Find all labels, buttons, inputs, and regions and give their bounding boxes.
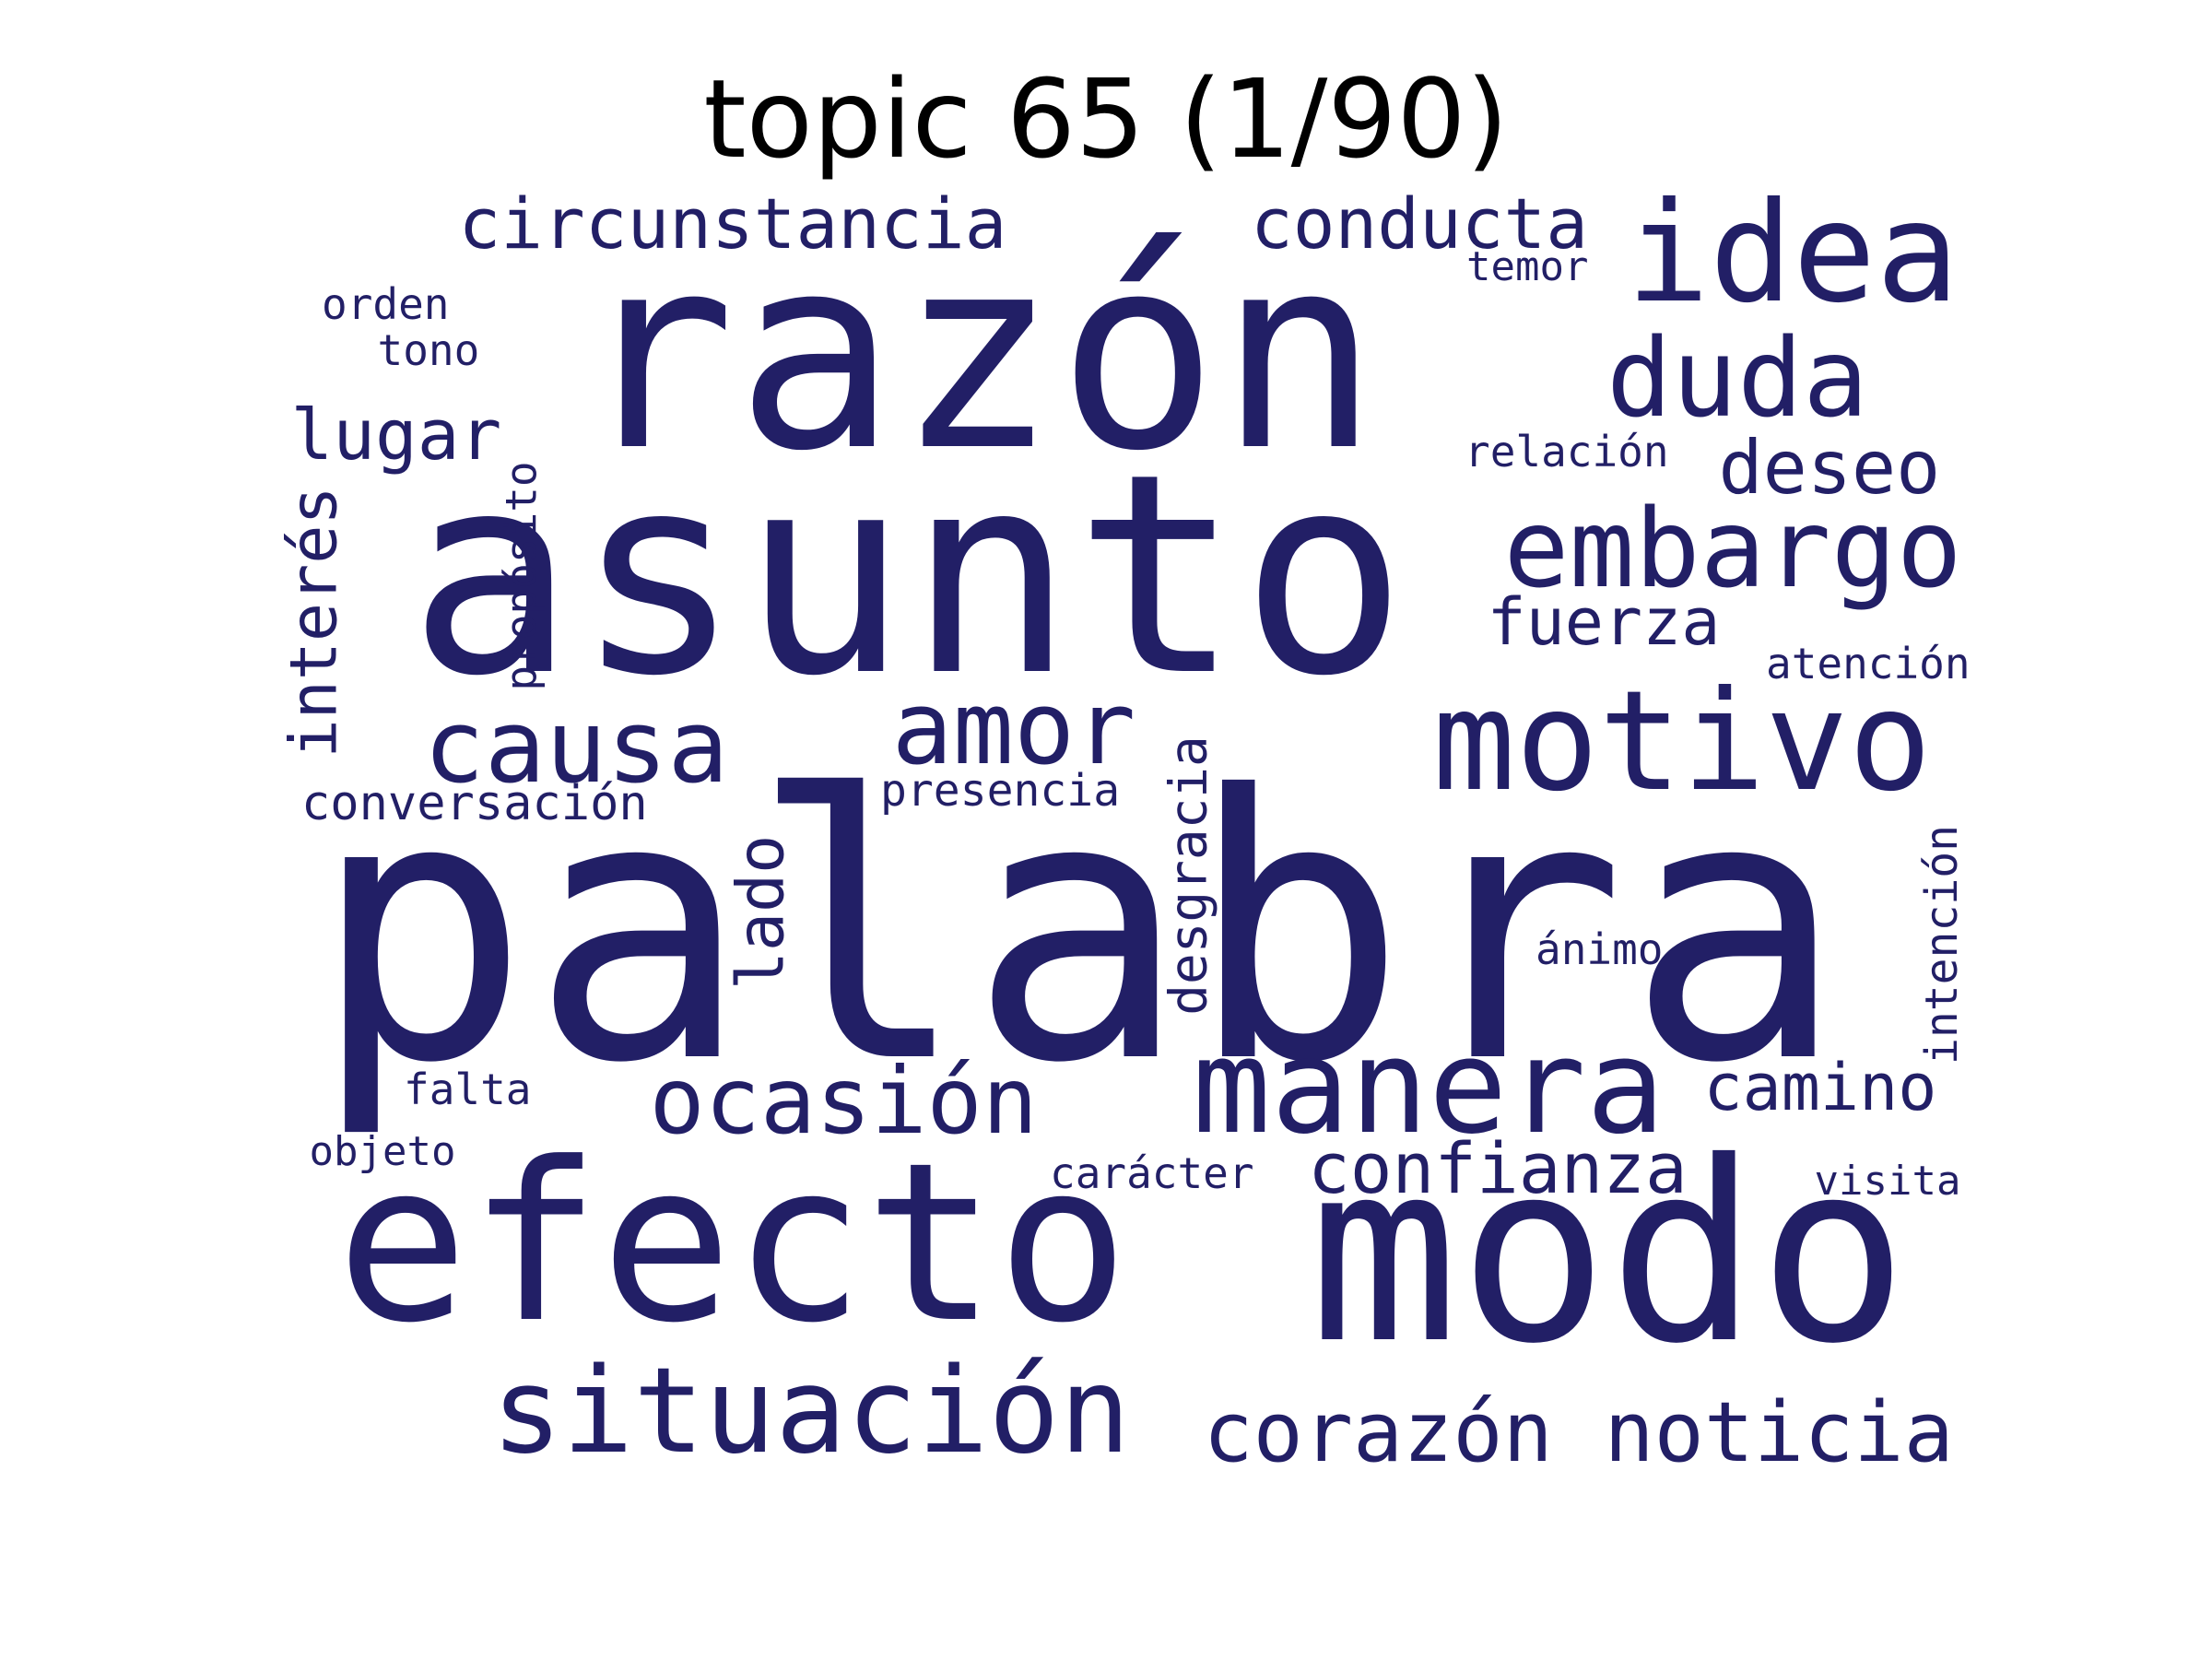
word-38: objeto xyxy=(309,1128,456,1175)
figure-title: topic 65 (1/90) xyxy=(703,55,1509,182)
word-7: idea xyxy=(1626,173,1959,334)
word-31: atención xyxy=(1766,639,1971,688)
word-14: corazón xyxy=(1203,1384,1553,1481)
word-12: amor xyxy=(891,669,1136,787)
word-34: falta xyxy=(404,1065,532,1114)
word-2: razón xyxy=(574,199,1380,510)
word-8: situación xyxy=(491,1343,1131,1480)
word-26: conversación xyxy=(301,776,648,831)
word-32: ánimo xyxy=(1535,924,1664,974)
word-23: interés xyxy=(276,486,352,759)
word-39: visita xyxy=(1814,1158,1961,1205)
word-11: causa xyxy=(423,688,729,806)
word-37: temor xyxy=(1466,243,1589,290)
word-16: deseo xyxy=(1718,425,1941,511)
word-36: tono xyxy=(377,325,480,375)
word-29: propósito xyxy=(496,461,547,691)
word-4: efecto xyxy=(336,1116,1129,1371)
word-21: fuerza xyxy=(1487,584,1721,660)
word-35: orden xyxy=(322,279,450,329)
word-9: embargo xyxy=(1503,485,1962,612)
word-30: relación xyxy=(1465,427,1669,477)
word-33: carácter xyxy=(1050,1148,1254,1198)
word-25: desgracia xyxy=(1159,735,1219,1016)
word-6: manera xyxy=(1192,1011,1665,1163)
word-0: palabra xyxy=(311,718,1846,1143)
word-27: presencia xyxy=(880,765,1121,817)
word-5: motivo xyxy=(1432,662,1932,822)
word-24: lado xyxy=(722,834,798,991)
word-28: intención xyxy=(1916,824,1969,1065)
word-20: lugar xyxy=(290,394,502,476)
word-19: confianza xyxy=(1308,1127,1688,1209)
word-13: ocasión xyxy=(649,1047,1038,1155)
word-22: camino xyxy=(1703,1050,1937,1125)
word-3: modo xyxy=(1309,1108,1909,1398)
word-18: conducta xyxy=(1251,182,1589,265)
word-17: circunstancia xyxy=(458,182,1007,265)
word-1: asunto xyxy=(408,415,1407,736)
word-15: noticia xyxy=(1604,1384,1954,1481)
word-10: duda xyxy=(1606,314,1869,441)
